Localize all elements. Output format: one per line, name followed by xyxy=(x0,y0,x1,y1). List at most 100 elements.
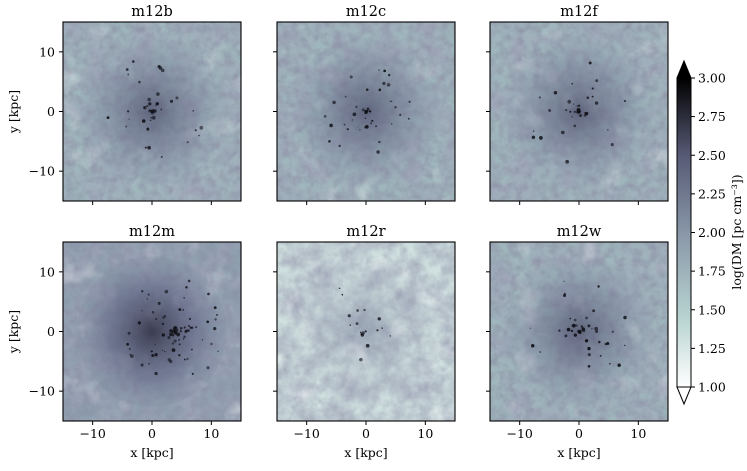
dense-clump xyxy=(566,327,571,332)
dense-clump xyxy=(185,286,188,289)
dense-clump xyxy=(591,327,593,330)
dense-clump xyxy=(597,285,600,288)
dense-clump xyxy=(174,328,179,332)
dense-clump xyxy=(213,306,217,310)
dense-clump xyxy=(106,116,110,120)
dense-clump xyxy=(624,344,626,347)
dense-clump xyxy=(157,64,161,69)
dense-clump xyxy=(186,329,190,332)
dense-clump xyxy=(361,108,365,112)
colorbar-extend-bottom xyxy=(676,386,692,406)
dense-clump xyxy=(594,326,599,331)
dense-clump xyxy=(141,310,143,312)
dense-clump xyxy=(213,327,217,331)
dense-clump xyxy=(347,314,351,318)
dense-clump xyxy=(186,141,189,144)
dense-clump xyxy=(178,308,182,311)
dense-clump xyxy=(183,326,186,329)
dense-clump xyxy=(591,87,594,90)
dense-clump xyxy=(609,362,611,365)
dense-clump xyxy=(378,140,381,144)
dense-clump xyxy=(587,324,591,328)
dense-clump xyxy=(564,334,568,338)
colorbar-label: log(DM [pc cm⁻³]) xyxy=(729,174,744,289)
dense-clump xyxy=(370,122,373,125)
dense-clump xyxy=(394,106,397,109)
dense-clump xyxy=(146,127,150,130)
dense-clump xyxy=(567,99,572,104)
dense-clump xyxy=(607,129,609,131)
dense-clump xyxy=(575,324,578,327)
dense-clump xyxy=(161,322,165,326)
dense-clump xyxy=(582,329,586,333)
dense-clump xyxy=(148,102,152,106)
dense-clump xyxy=(329,123,333,128)
x-tick-label: −10 xyxy=(293,426,319,441)
dense-clump xyxy=(125,68,129,71)
dense-clump xyxy=(366,107,370,111)
dense-clump xyxy=(150,350,153,353)
dense-clump xyxy=(182,308,185,311)
dense-clump xyxy=(587,346,591,351)
dense-clump xyxy=(161,349,163,351)
x-tick-label: 0 xyxy=(148,426,156,441)
colorbar-tick-label: 2.00 xyxy=(698,225,726,240)
dense-clump xyxy=(154,353,158,357)
dense-clump xyxy=(569,317,572,320)
colorbar-tick-label: 2.50 xyxy=(698,148,726,163)
dense-clump xyxy=(151,310,155,314)
dense-clump xyxy=(387,73,391,77)
dense-clump xyxy=(359,357,363,362)
dense-clump xyxy=(178,338,181,341)
dense-clump xyxy=(188,324,190,327)
colorbar-tick-label: 2.25 xyxy=(698,186,726,201)
dense-clump xyxy=(160,155,163,159)
dense-clump xyxy=(128,118,130,120)
dense-clump xyxy=(364,330,367,333)
dense-clump xyxy=(143,106,145,108)
dense-clump xyxy=(585,316,588,320)
x-tick-label: 10 xyxy=(417,426,433,441)
dense-clump xyxy=(169,333,172,337)
panel-title: m12b xyxy=(131,4,172,20)
dense-clump xyxy=(215,313,218,316)
dense-clump xyxy=(573,318,577,322)
map-core xyxy=(77,256,227,407)
dense-clump xyxy=(538,96,541,99)
dense-clump xyxy=(172,334,175,337)
dense-clump xyxy=(565,109,568,112)
dense-clump xyxy=(167,335,171,339)
x-tick-label: 10 xyxy=(203,426,219,441)
dense-clump xyxy=(349,75,353,79)
dense-clump xyxy=(338,144,341,148)
dense-clump xyxy=(344,95,347,98)
dense-clump xyxy=(161,333,165,337)
dense-clump xyxy=(571,325,573,327)
dense-clump xyxy=(191,348,193,351)
dm-map-m12w xyxy=(490,242,668,421)
dense-clump xyxy=(529,327,532,329)
y-tick-label: −10 xyxy=(29,384,55,399)
panel-m12c: m12c xyxy=(273,4,456,205)
dense-clump xyxy=(144,146,147,149)
dense-clump xyxy=(191,372,194,375)
colorbar: 1.00 1.25 1.50 1.75 2.00 2.25 2.50 2.75 3.00 log… xyxy=(676,59,744,406)
dense-clump xyxy=(153,109,157,113)
dense-clump xyxy=(171,342,175,345)
dense-clump xyxy=(130,354,134,358)
dm-map-m12r xyxy=(277,242,455,421)
dense-clump xyxy=(364,110,368,114)
dense-clump xyxy=(376,150,380,154)
dm-map-m12c xyxy=(277,22,455,201)
dense-clump xyxy=(127,73,130,76)
dense-clump xyxy=(346,128,349,131)
dense-clump xyxy=(146,105,149,108)
dense-clump xyxy=(127,110,130,113)
colorbar-tick-label: 1.25 xyxy=(698,341,726,356)
dense-clump xyxy=(390,100,393,103)
dense-clump xyxy=(594,101,599,105)
dense-clump xyxy=(129,348,131,350)
dense-clump xyxy=(530,344,535,348)
dense-clump xyxy=(160,68,165,73)
dense-clump xyxy=(365,124,369,129)
